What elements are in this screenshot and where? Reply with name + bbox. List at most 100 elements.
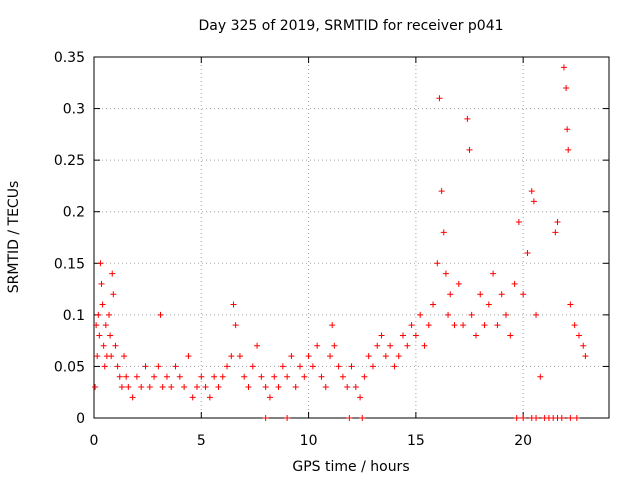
- data-point: [98, 280, 105, 287]
- data-point: [530, 198, 537, 205]
- data-point: [107, 332, 114, 339]
- data-point: [425, 322, 432, 329]
- data-point: [146, 384, 153, 391]
- data-point: [262, 415, 269, 421]
- data-point: [382, 353, 389, 360]
- data-point: [408, 322, 415, 329]
- data-point: [331, 342, 338, 349]
- data-point: [189, 394, 196, 401]
- data-point: [537, 373, 544, 380]
- data-point: [96, 332, 103, 339]
- data-point: [168, 384, 175, 391]
- data-point: [412, 332, 419, 339]
- data-point: [236, 353, 243, 360]
- data-point: [118, 384, 125, 391]
- data-point: [194, 384, 200, 391]
- data-point: [554, 219, 561, 226]
- data-point: [284, 415, 291, 421]
- data-point: [305, 353, 312, 360]
- data-point: [329, 322, 336, 329]
- data-point: [395, 353, 402, 360]
- tick-layer: 0 0.05 0.1 0.15 0.2 0.25 0.3 0.35 0 5 10 15 20: [54, 50, 609, 449]
- data-point: [116, 373, 123, 380]
- data-point: [185, 353, 192, 360]
- data-point: [97, 260, 104, 267]
- y-axis-label: SRMTID / TECUs: [6, 181, 22, 294]
- data-point: [477, 291, 484, 298]
- data-point: [361, 373, 368, 380]
- data-point: [445, 311, 452, 318]
- data-point: [215, 384, 222, 391]
- data-point: [575, 332, 582, 339]
- data-point: [582, 353, 589, 360]
- data-point: [346, 415, 353, 421]
- chart-title: Day 325 of 2019, SRMTID for receiver p04…: [198, 18, 503, 34]
- data-point: [520, 415, 527, 421]
- data-point: [369, 363, 376, 370]
- data-point: [254, 342, 261, 349]
- data-point: [110, 291, 117, 298]
- data-point: [511, 280, 518, 287]
- data-point: [430, 301, 437, 308]
- data-point: [275, 384, 282, 391]
- data-point: [564, 126, 571, 133]
- point-layer: [92, 64, 589, 421]
- data-point: [284, 373, 291, 380]
- data-point: [93, 322, 100, 329]
- data-point: [99, 301, 106, 308]
- data-point: [490, 270, 497, 277]
- data-point: [436, 95, 443, 102]
- data-point: [472, 332, 479, 339]
- data-point: [563, 84, 570, 91]
- data-point: [249, 363, 256, 370]
- data-point: [112, 342, 119, 349]
- data-point: [211, 373, 218, 380]
- x-tick-label: 0: [90, 433, 99, 449]
- data-point: [92, 384, 99, 391]
- y-tick-label: 0.3: [63, 102, 85, 118]
- data-point: [271, 373, 278, 380]
- data-point: [232, 322, 239, 329]
- data-point: [513, 415, 520, 421]
- y-tick-label: 0.2: [63, 205, 85, 221]
- y-tick-label: 0.25: [54, 153, 85, 169]
- data-point: [95, 311, 102, 318]
- data-point: [172, 363, 179, 370]
- data-point: [157, 311, 164, 318]
- data-point: [560, 64, 567, 71]
- data-point: [558, 415, 565, 421]
- x-tick-label: 5: [197, 433, 206, 449]
- data-point: [438, 188, 445, 195]
- data-point: [417, 311, 424, 318]
- data-point: [533, 415, 540, 421]
- data-point: [121, 353, 128, 360]
- x-tick-label: 10: [300, 433, 318, 449]
- data-point: [498, 291, 505, 298]
- data-point: [404, 342, 411, 349]
- y-tick-label: 0.05: [54, 359, 85, 375]
- data-point: [125, 384, 132, 391]
- data-point: [455, 280, 462, 287]
- data-point: [142, 363, 149, 370]
- data-point: [279, 363, 286, 370]
- x-axis-label: GPS time / hours: [292, 459, 409, 475]
- y-tick-label: 0.1: [63, 308, 85, 324]
- data-point: [335, 363, 342, 370]
- data-point: [151, 373, 158, 380]
- data-point: [108, 353, 115, 360]
- data-point: [571, 322, 578, 329]
- data-point: [262, 384, 269, 391]
- data-point: [460, 322, 467, 329]
- data-point: [391, 363, 398, 370]
- data-point: [481, 322, 488, 329]
- data-point: [494, 322, 501, 329]
- data-point: [447, 291, 454, 298]
- data-point: [573, 415, 580, 421]
- data-point: [359, 415, 366, 421]
- data-point: [524, 249, 531, 256]
- data-point: [181, 384, 188, 391]
- data-point: [322, 384, 329, 391]
- data-point: [202, 384, 209, 391]
- y-tick-label: 0.15: [54, 256, 85, 272]
- data-point: [451, 322, 458, 329]
